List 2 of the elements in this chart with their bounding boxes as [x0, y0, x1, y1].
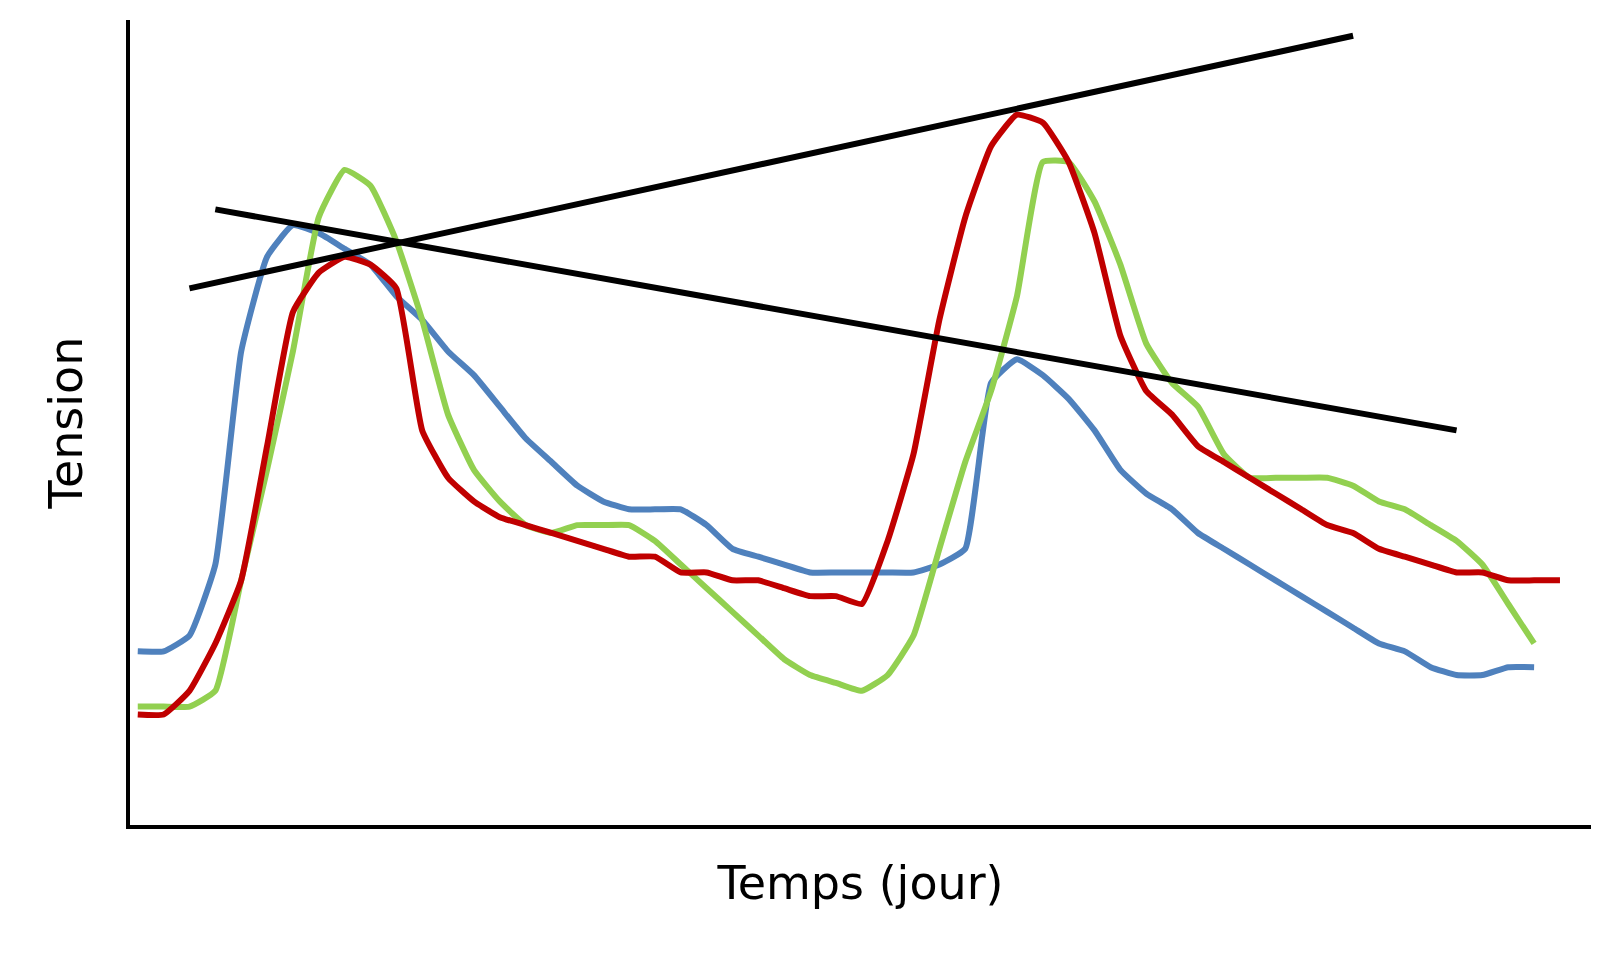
x-axis-title: Temps (jour) — [716, 856, 1004, 911]
y-axis-title: Tension — [38, 336, 93, 510]
